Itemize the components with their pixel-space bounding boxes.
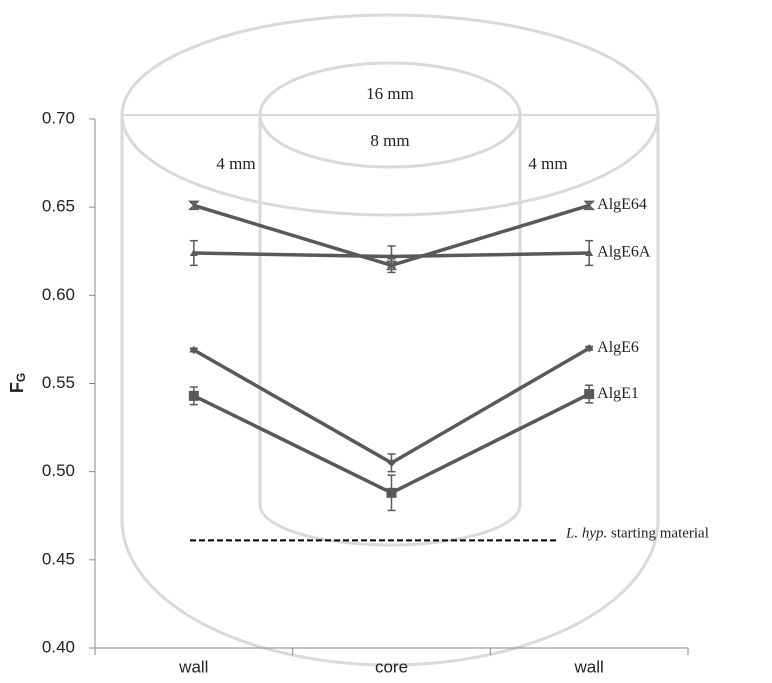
y-tick-label: 0.40 bbox=[42, 637, 75, 656]
x-tick-label: core bbox=[375, 657, 408, 676]
y-tick-label: 0.50 bbox=[42, 461, 75, 480]
inner-body bbox=[260, 115, 520, 545]
series-label: AlgE6A bbox=[597, 244, 651, 261]
marker bbox=[387, 488, 397, 498]
outer-body bbox=[122, 115, 658, 665]
y-label: F bbox=[7, 382, 27, 393]
annotation: 16 mm bbox=[366, 84, 414, 103]
series-label: AlgE64 bbox=[597, 196, 647, 213]
annotation: 4 mm bbox=[216, 154, 255, 173]
reference-label-text: starting material bbox=[611, 526, 709, 542]
y-label-sub: G bbox=[14, 373, 28, 382]
marker bbox=[189, 391, 199, 401]
reference-label: L. hyp. starting material bbox=[565, 526, 709, 542]
series-label: AlgE6 bbox=[597, 339, 639, 356]
marker bbox=[584, 389, 594, 399]
x-tick-label: wall bbox=[574, 657, 604, 676]
page: {"chart_data": {"type": "line", "ylabel"… bbox=[0, 0, 772, 683]
series-label: AlgE1 bbox=[597, 385, 639, 402]
y-tick-label: 0.65 bbox=[42, 197, 75, 216]
reference-label-italic: L. hyp. bbox=[565, 526, 607, 542]
annotation: 8 mm bbox=[370, 131, 409, 150]
series-line bbox=[194, 348, 589, 463]
x-tick-label: wall bbox=[178, 657, 208, 676]
cylinder-illustration bbox=[122, 15, 658, 665]
y-tick-label: 0.60 bbox=[42, 285, 75, 304]
chart: 16 mm 8 mm 4 mm 4 mm FG 0.40 0.45 0.50 0.55… bbox=[0, 0, 772, 683]
annotation: 4 mm bbox=[528, 154, 567, 173]
y-tick-label: 0.45 bbox=[42, 549, 75, 568]
y-tick-label: 0.70 bbox=[42, 108, 75, 127]
y-tick-label: 0.55 bbox=[42, 373, 75, 392]
y-axis-title: FG bbox=[7, 373, 28, 393]
